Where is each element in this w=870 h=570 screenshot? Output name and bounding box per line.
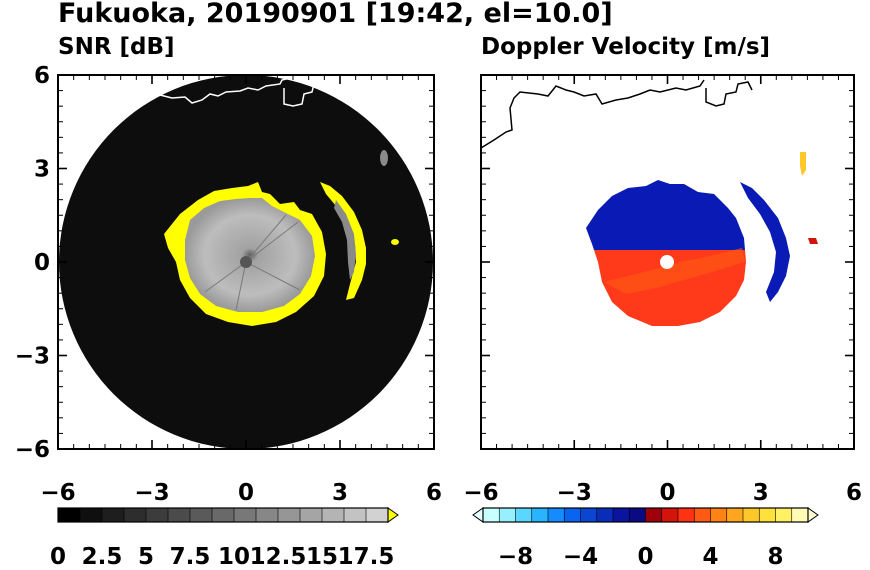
- doppler-colorbar-bin: [661, 507, 679, 523]
- snr-colorbar-tick-label: 7.5: [170, 544, 211, 570]
- snr-x-tick-label: −6: [40, 480, 75, 506]
- doppler-colorbar-bin: [612, 507, 631, 523]
- snr-colorbar-bin: [255, 507, 279, 523]
- doppler-x-tick-label: −3: [557, 480, 592, 506]
- doppler-colorbar-bin: [531, 507, 549, 523]
- doppler-colorbar-bin: [775, 507, 793, 523]
- doppler-small-echo: [808, 238, 818, 244]
- doppler-axis-ticks: [480, 74, 855, 450]
- doppler-colorbar-bin: [677, 507, 696, 523]
- doppler-x-tick-label: 3: [753, 480, 769, 506]
- doppler-axis-tick-labels: −6 −3 0 3 6: [463, 480, 862, 506]
- snr-colorbar-bin: [277, 507, 301, 523]
- snr-colorbar-tick-label: 17.5: [338, 544, 395, 570]
- doppler-colorbar-bin: [580, 507, 598, 523]
- snr-colorbar-bin: [57, 507, 81, 523]
- doppler-colorbar-bin: [547, 507, 566, 523]
- doppler-colorbar-bin: [628, 507, 647, 523]
- doppler-colorbar-bin: [742, 507, 761, 523]
- doppler-colorbar-bin: [758, 507, 777, 523]
- snr-colorbar-tick-label: 2.5: [82, 544, 123, 570]
- doppler-colorbar-bin: [596, 507, 614, 523]
- snr-colorbar-bin: [101, 507, 125, 523]
- snr-colorbar-bin: [343, 507, 367, 523]
- snr-colorbar-bin: [145, 507, 169, 523]
- snr-axis-ticks: [57, 74, 435, 450]
- snr-colorbar-extend-high: [387, 507, 399, 523]
- snr-x-tick-label: 6: [426, 480, 442, 506]
- doppler-colorbar-tick-label: −8: [498, 544, 533, 570]
- doppler-colorbar-labels: −8 −4 0 4 8: [498, 544, 784, 570]
- snr-small-echo: [380, 150, 388, 166]
- figure-title: Fukuoka, 20190901 [19:42, el=10.0]: [58, 0, 613, 29]
- snr-colorbar-bin: [365, 507, 389, 523]
- doppler-colorbar-tick-label: −4: [563, 544, 598, 570]
- doppler-panel: −6 −3 0 3 6: [463, 74, 862, 506]
- doppler-transition-band: [604, 248, 745, 294]
- snr-radial-streaks: [204, 214, 301, 311]
- doppler-coastline: [481, 79, 753, 149]
- snr-colorbar-tick-label: 0: [50, 544, 66, 570]
- snr-colorbar-tick-label: 5: [138, 544, 154, 570]
- doppler-arc-echo: [740, 182, 790, 302]
- doppler-radar-center: [660, 255, 674, 269]
- doppler-x-tick-label: −6: [463, 480, 498, 506]
- doppler-colorbar-tick-label: 8: [767, 544, 783, 570]
- doppler-small-echo: [800, 152, 806, 176]
- snr-colorbar-bin: [189, 507, 213, 523]
- doppler-colorbar-bin: [563, 507, 582, 523]
- doppler-colorbar-tick-label: 4: [702, 544, 718, 570]
- snr-panel: −6 −3 0 3 6 −6 −3 0 3 6: [15, 63, 442, 506]
- doppler-x-tick-label: 0: [659, 480, 675, 506]
- doppler-colorbar-extend-high: [807, 507, 819, 523]
- snr-echo-core: [185, 198, 315, 312]
- doppler-colorbar-bin: [482, 507, 501, 523]
- snr-colorbar: [57, 507, 399, 523]
- doppler-colorbar-extend-low: [472, 507, 484, 523]
- snr-coastline: [159, 77, 327, 107]
- doppler-colorbar-bin: [726, 507, 744, 523]
- snr-colorbar-tick-label: 15: [306, 544, 338, 570]
- doppler-colorbar-tick-label: 0: [637, 544, 653, 570]
- doppler-colorbar-bin: [498, 507, 517, 523]
- doppler-colorbar-bin: [515, 507, 533, 523]
- snr-y-tick-label: −3: [15, 344, 50, 370]
- snr-y-tick-label: −6: [15, 437, 50, 463]
- doppler-x-tick-label: 6: [846, 480, 862, 506]
- snr-colorbar-outline: [57, 507, 389, 523]
- snr-y-tick-label: 6: [34, 63, 50, 89]
- snr-arc-echo-inner: [334, 200, 356, 280]
- snr-y-tick-label: 0: [34, 250, 50, 276]
- snr-small-echo: [391, 239, 399, 245]
- snr-radar-center: [240, 256, 252, 268]
- snr-y-tick-label: 3: [34, 157, 50, 183]
- snr-subtitle: SNR [dB]: [58, 34, 175, 60]
- snr-colorbar-bin: [211, 507, 235, 523]
- doppler-colorbar-outline: [482, 507, 809, 523]
- doppler-colorbar-bin: [645, 507, 663, 523]
- snr-colorbar-tick-label: 12.5: [250, 544, 307, 570]
- snr-colorbar-bin: [167, 507, 191, 523]
- doppler-subtitle: Doppler Velocity [m/s]: [481, 34, 771, 60]
- doppler-colorbar: [472, 507, 819, 523]
- snr-x-tick-label: −3: [134, 480, 169, 506]
- snr-colorbar-bin: [123, 507, 147, 523]
- snr-x-tick-label: 3: [332, 480, 348, 506]
- snr-axis-tick-labels: −6 −3 0 3 6 −6 −3 0 3 6: [15, 63, 442, 506]
- snr-colorbar-bin: [299, 507, 323, 523]
- snr-colorbar-tick-label: 10: [218, 544, 250, 570]
- snr-arc-echo: [320, 182, 366, 300]
- snr-colorbar-bin: [79, 507, 103, 523]
- doppler-approaching-region: [586, 180, 745, 250]
- doppler-colorbar-bin: [693, 507, 712, 523]
- snr-x-tick-label: 0: [238, 480, 254, 506]
- doppler-colorbar-bin: [791, 507, 809, 523]
- snr-colorbar-bin: [321, 507, 345, 523]
- doppler-colorbar-bin: [710, 507, 728, 523]
- snr-colorbar-labels: 0 2.5 5 7.5 10 12.5 15 17.5: [50, 544, 394, 570]
- snr-colorbar-bin: [233, 507, 257, 523]
